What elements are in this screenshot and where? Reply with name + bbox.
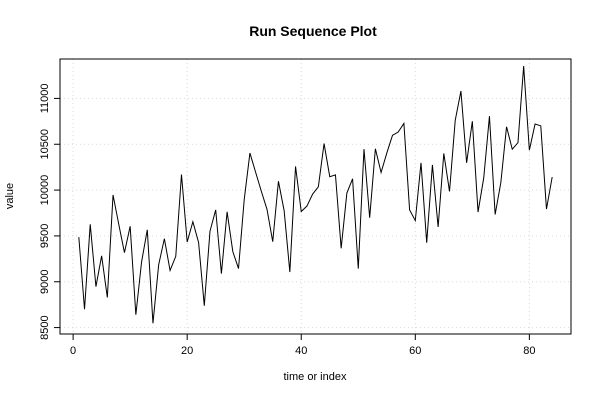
y-tick-label: 11000 <box>39 84 51 114</box>
x-tick-label: 60 <box>409 345 421 357</box>
x-axis: 0 20 40 60 80 <box>70 333 535 357</box>
y-tick-label: 8500 <box>39 315 51 339</box>
series-layer <box>78 66 553 324</box>
y-axis-label: value <box>4 183 16 209</box>
x-tick-label: 0 <box>70 345 76 357</box>
series-line <box>78 66 553 324</box>
y-tick-label: 9500 <box>39 224 51 248</box>
chart-title: Run Sequence Plot <box>249 23 377 39</box>
y-tick-label: 9000 <box>39 270 51 294</box>
x-axis-label: time or index <box>284 371 347 383</box>
y-tick-label: 10000 <box>39 175 51 206</box>
y-axis: 8500 9000 9500 10000 10500 11000 <box>39 84 61 340</box>
x-tick-label: 20 <box>181 345 193 357</box>
y-tick-label: 10500 <box>39 129 51 160</box>
x-tick-label: 40 <box>295 345 307 357</box>
x-tick-label: 80 <box>523 345 535 357</box>
